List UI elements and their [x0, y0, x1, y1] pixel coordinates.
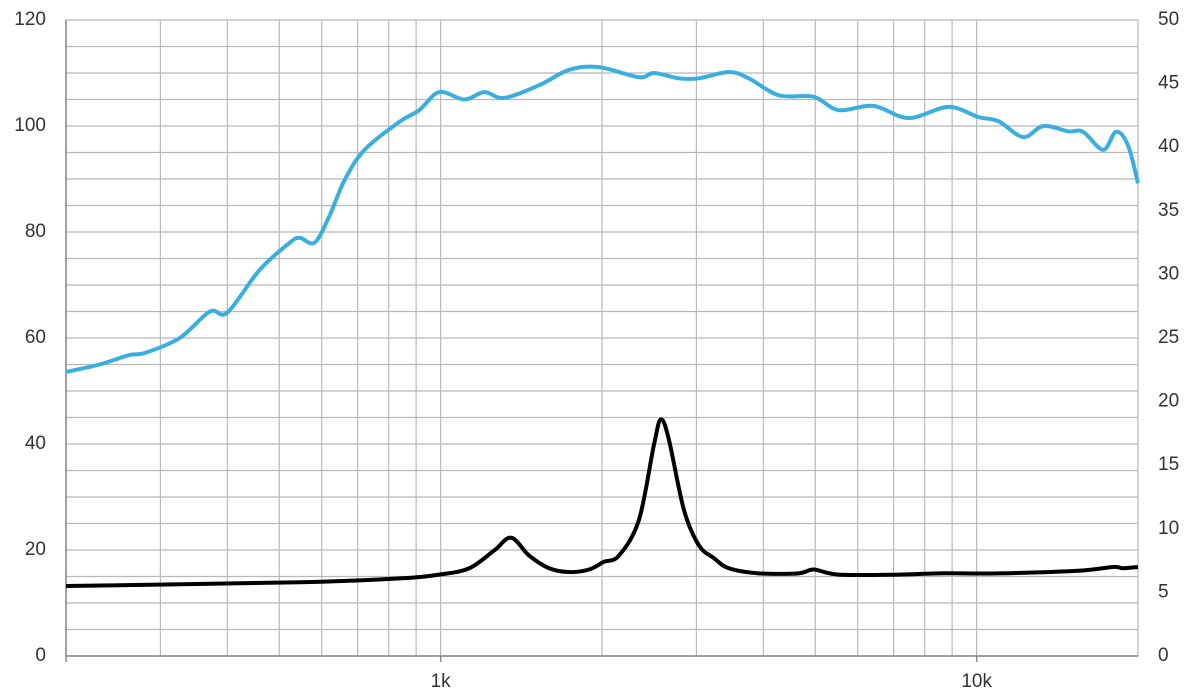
y2-tick-label: 50	[1158, 9, 1179, 30]
series-line	[65, 64, 1140, 374]
y2-tick-label: 25	[1158, 327, 1179, 348]
y2-tick-label: 15	[1158, 454, 1179, 475]
y-tick-label: 20	[25, 539, 46, 560]
y-tick-label: 120	[14, 9, 46, 30]
y-tick-label: 100	[14, 115, 46, 136]
y2-tick-label: 30	[1158, 263, 1179, 284]
y-tick-label: 80	[25, 221, 46, 242]
x-tick-label: 10k	[961, 671, 992, 692]
y2-tick-label: 35	[1158, 200, 1179, 221]
y-tick-label: 40	[25, 433, 46, 454]
y2-tick-label: 5	[1158, 581, 1169, 602]
y2-tick-label: 0	[1158, 645, 1169, 666]
y-tick-label: 0	[35, 645, 46, 666]
y2-tick-label: 45	[1158, 73, 1179, 94]
y2-tick-label: 20	[1158, 391, 1179, 412]
series-line	[65, 417, 1139, 589]
x-tick-label: 1k	[431, 671, 452, 692]
y-tick-label: 60	[25, 327, 46, 348]
y2-tick-label: 40	[1158, 136, 1179, 157]
y2-tick-label: 10	[1158, 518, 1179, 539]
